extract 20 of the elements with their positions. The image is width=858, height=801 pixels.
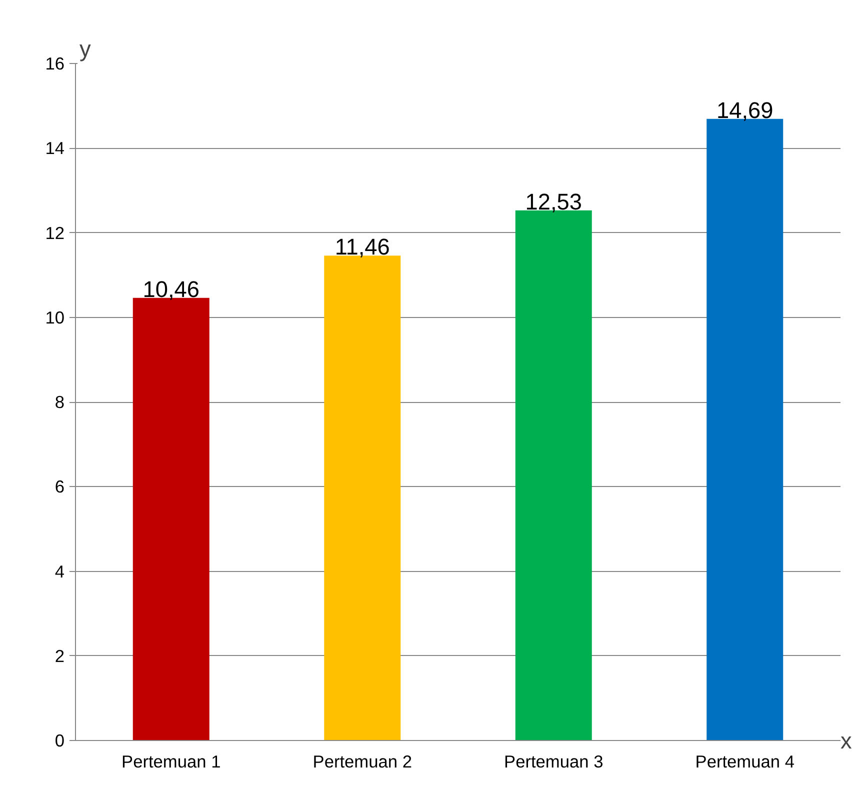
bar	[324, 256, 401, 740]
y-tick-label: 8	[54, 392, 65, 412]
y-tick-label: 12	[45, 222, 65, 243]
y-tick-label: 0	[54, 730, 65, 750]
y-tick-label: 14	[45, 138, 65, 158]
y-tick-label: 6	[54, 476, 65, 497]
y-tick-label: 16	[45, 54, 65, 74]
x-tick-label: Pertemuan 2	[312, 752, 412, 772]
data-label: 12,53	[525, 188, 582, 214]
y-tick-label: 2	[54, 646, 65, 666]
data-label: 14,69	[716, 96, 774, 123]
data-label: 10,46	[142, 276, 200, 302]
y-tick-label: 10	[45, 307, 65, 328]
y-tick-label: 4	[54, 561, 65, 582]
x-axis-title: x	[840, 728, 852, 754]
x-tick-label: Pertemuan 4	[695, 752, 795, 772]
data-label: 11,46	[334, 234, 390, 260]
y-axis-title: y	[80, 36, 92, 62]
x-tick-label: Pertemuan 1	[122, 752, 221, 772]
x-tick-label: Pertemuan 3	[504, 752, 604, 772]
